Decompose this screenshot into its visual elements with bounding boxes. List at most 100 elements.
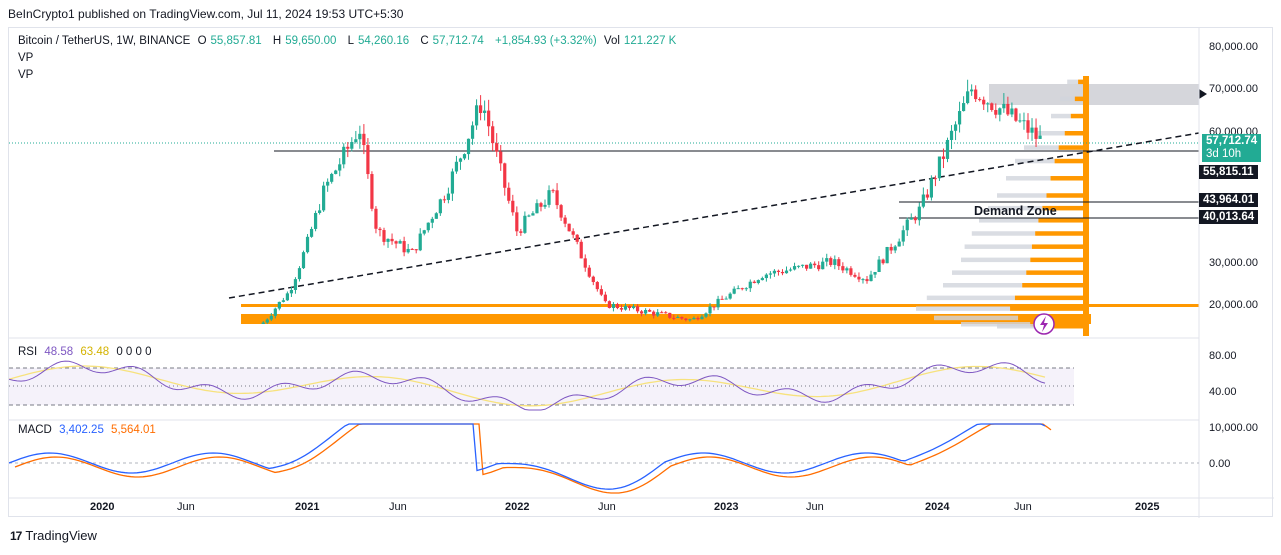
vp-bar-grey <box>934 315 1019 321</box>
candle-body <box>342 146 346 165</box>
time-axis-label: 2025 <box>1135 501 1159 513</box>
candle-body <box>390 238 394 242</box>
level-label-40013: 40,013.64 <box>1199 210 1259 224</box>
candle-body <box>523 215 527 233</box>
candle-body <box>949 130 954 140</box>
candle-body <box>684 318 688 321</box>
candle-body <box>611 304 616 308</box>
candle-body <box>322 185 326 211</box>
vp-bar-orange <box>1078 79 1087 85</box>
vp-bar-grey <box>971 231 1036 236</box>
vp-indicator-1[interactable]: VP <box>18 52 34 64</box>
candle-body <box>929 178 933 198</box>
macd-axis-label: 0.00 <box>1209 458 1230 470</box>
candle-body <box>458 158 463 162</box>
candle-body <box>394 241 398 244</box>
candle-body <box>499 151 503 164</box>
candle-body <box>402 241 406 253</box>
vp-bar-orange <box>1026 270 1087 275</box>
candle-body <box>559 205 563 218</box>
open-value: 55,857.81 <box>210 35 262 47</box>
candle-body <box>575 234 579 242</box>
candle-body <box>362 133 366 146</box>
orange-zone-thick <box>241 314 1091 324</box>
candle-body <box>957 111 962 125</box>
candle-body <box>434 213 438 219</box>
candle-body <box>519 231 523 233</box>
macd-legend[interactable]: MACD 3,402.25 5,564.01 <box>18 424 156 436</box>
candle-body <box>921 194 925 207</box>
candle-body <box>551 190 555 192</box>
candle-body <box>801 264 805 266</box>
candle-body <box>982 99 986 105</box>
current-price-label: 57,712.74 3d 10h <box>1202 134 1262 162</box>
candle-body <box>796 265 801 267</box>
candle-body <box>587 267 591 277</box>
candle-body <box>885 246 889 264</box>
rsi-legend[interactable]: RSI 48.58 63.48 0 0 0 0 <box>18 346 152 358</box>
candle-body <box>591 276 595 283</box>
vp-bar-grey <box>1037 131 1065 136</box>
vp-bar-orange <box>1042 205 1087 211</box>
candle-body <box>410 248 414 250</box>
vp-bar-orange <box>1058 145 1087 150</box>
orange-zone-thin <box>241 304 1199 307</box>
vp-indicator-2[interactable]: VP <box>18 69 34 81</box>
candle-body <box>483 110 487 113</box>
candle-body <box>462 154 467 159</box>
chart-canvas[interactable]: Demand Zone 80,000.0070,000.0060,000.003… <box>9 28 1274 518</box>
candle-body <box>370 174 374 209</box>
candle-body <box>668 312 672 318</box>
candle-body <box>507 187 511 201</box>
tradingview-footer[interactable]: 17 TradingView <box>10 528 97 543</box>
candle-body <box>607 301 611 308</box>
time-axis-label: Jun <box>806 501 824 513</box>
time-axis-label: 2022 <box>505 501 529 513</box>
footer-brand: TradingView <box>25 528 97 543</box>
time-axis-label: Jun <box>177 501 195 513</box>
candle-body <box>474 105 479 126</box>
candle-body <box>531 213 535 216</box>
candle-body <box>623 305 628 310</box>
candle-body <box>358 133 362 140</box>
candles <box>261 79 1042 324</box>
candle-body <box>664 312 668 314</box>
candle-body <box>700 316 704 320</box>
candle-body <box>503 163 507 188</box>
candle-body <box>933 178 938 180</box>
candle-body <box>833 259 837 265</box>
candle-body <box>736 288 740 290</box>
vp-bar-orange <box>1046 193 1087 198</box>
vp-bar-grey <box>979 218 1039 223</box>
candle-body <box>1026 120 1030 133</box>
candle-body <box>285 293 289 301</box>
low-value: 54,260.16 <box>357 35 410 47</box>
candle-body <box>374 208 378 229</box>
time-axis-label: 2023 <box>714 501 738 513</box>
candle-body <box>764 274 768 279</box>
demand-zone-label: Demand Zone <box>974 204 1057 218</box>
candle-body <box>571 231 575 235</box>
candle-body <box>744 288 748 290</box>
vp-bar-orange <box>1035 231 1087 236</box>
chart-frame[interactable]: Demand Zone 80,000.00 70,000.00 60,000.00 3… <box>8 27 1274 518</box>
candle-body <box>466 138 471 155</box>
candle-body <box>543 204 547 207</box>
candle-body <box>446 193 450 200</box>
candle-body <box>889 246 893 251</box>
vp-bar-grey <box>961 257 1031 263</box>
candle-body <box>644 310 648 314</box>
candle-body <box>418 233 422 251</box>
candle-body <box>599 289 603 295</box>
candle-body <box>386 238 390 242</box>
vp-bar-grey <box>943 283 1023 288</box>
candle-body <box>398 241 402 244</box>
vp-bar-grey <box>1067 79 1079 85</box>
candle-body <box>877 259 881 272</box>
candle-body <box>716 298 720 308</box>
vp-bar-grey <box>997 193 1047 198</box>
vp-bar-orange <box>1031 244 1087 249</box>
candle-body <box>289 289 294 294</box>
zone-arrow-icon <box>1199 89 1207 99</box>
candle-body <box>966 91 970 104</box>
